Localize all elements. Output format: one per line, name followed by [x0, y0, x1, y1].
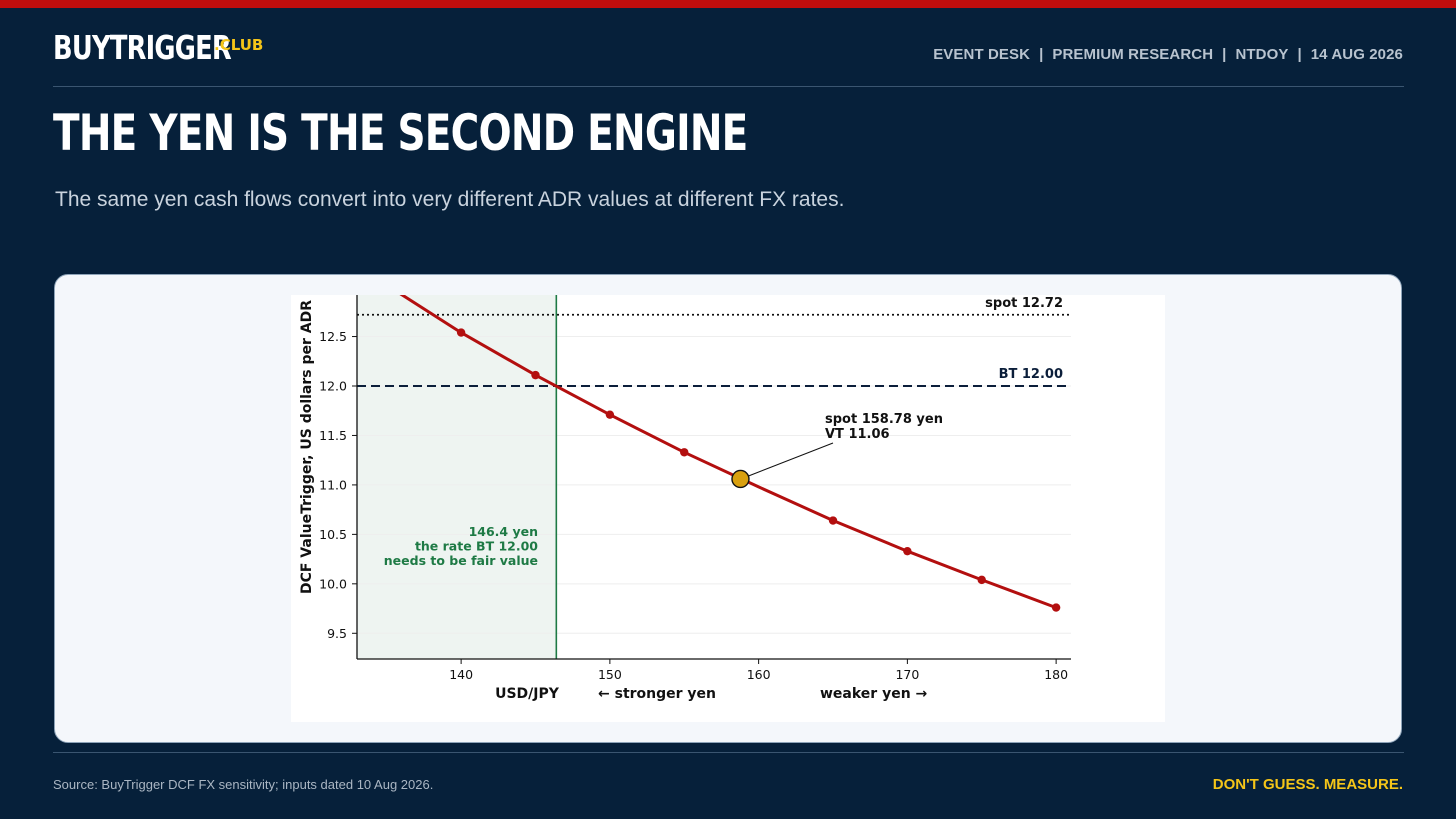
- y-tick-label: 11.5: [319, 428, 347, 443]
- spot-annotation-line: spot 158.78 yen: [825, 412, 943, 427]
- page-title: THE YEN IS THE SECOND ENGINE: [53, 104, 748, 162]
- x-tick-label: 180: [1044, 667, 1068, 682]
- x-tick-label: 160: [747, 667, 771, 682]
- breakeven-annotation-line: the rate BT 12.00: [415, 539, 538, 554]
- x-axis-title: USD/JPY: [495, 686, 560, 702]
- footer-divider: [53, 752, 1404, 753]
- series-line: [399, 295, 1057, 610]
- x-direction-right-label: weaker yen →: [820, 686, 928, 702]
- fx-sensitivity-chart: 9.5 10.0 10.5 11.0 11.5 12.0 12.5 140 150 160 170 1…: [299, 295, 1071, 702]
- data-point: [605, 410, 615, 419]
- data-point: [903, 546, 912, 556]
- y-tick-label: 10.0: [319, 576, 347, 591]
- spot-annotation-leader: [748, 442, 834, 477]
- meta-desk: EVENT DESK: [933, 46, 1031, 63]
- x-tick-label: 150: [598, 667, 622, 682]
- x-tick-label: 170: [895, 667, 919, 682]
- y-tick-label: 11.0: [319, 477, 347, 492]
- meta-separator: |: [1222, 46, 1227, 63]
- meta-separator: |: [1039, 46, 1044, 63]
- tagline: DON'T GUESS. MEASURE.: [1212, 776, 1403, 793]
- breakeven-annotation-line: 146.4 yen: [469, 524, 538, 539]
- header-divider: [53, 86, 1404, 87]
- breakeven-annotation-line: needs to be fair value: [384, 553, 538, 568]
- y-tick-label: 12.0: [319, 379, 347, 394]
- x-direction-left-label: ← stronger yen: [598, 686, 716, 702]
- bt-reference-label: BT 12.00: [999, 367, 1063, 382]
- top-accent-bar: [0, 0, 1456, 8]
- meta-separator: |: [1297, 46, 1302, 63]
- x-tick-label: 140: [449, 667, 473, 682]
- meta-date: 14 AUG 2026: [1310, 46, 1403, 63]
- brand-suffix: .CLUB: [214, 36, 264, 54]
- data-point: [680, 448, 689, 457]
- data-point: [1051, 603, 1061, 612]
- spot-marker: [731, 469, 750, 489]
- page-subtitle: The same yen cash flows convert into ver…: [55, 188, 845, 211]
- y-axis-title: DCF ValueTrigger, US dollars per ADR: [299, 300, 315, 594]
- data-point: [456, 328, 466, 337]
- header-meta: EVENT DESK | PREMIUM RESEARCH | NTDOY | 14 AUG…: [933, 46, 1403, 63]
- spot-annotation-line: VT 11.06: [825, 427, 890, 442]
- data-point: [531, 370, 540, 380]
- spot-reference-label: spot 12.72: [985, 296, 1063, 311]
- breakeven-shade: [357, 295, 557, 659]
- meta-ticker: NTDOY: [1235, 46, 1289, 63]
- brand-name: BUYTRIGGER: [53, 28, 232, 67]
- brand-logo[interactable]: BUYTRIGGER .CLUB: [53, 28, 281, 68]
- meta-tier: PREMIUM RESEARCH: [1052, 46, 1214, 63]
- data-point: [828, 516, 838, 525]
- source-note: Source: BuyTrigger DCF FX sensitivity; i…: [53, 777, 434, 792]
- y-tick-label: 9.5: [327, 626, 347, 641]
- y-tick-label: 12.5: [319, 329, 347, 344]
- data-point: [977, 575, 986, 585]
- y-tick-label: 10.5: [319, 527, 347, 542]
- chart-canvas: 9.5 10.0 10.5 11.0 11.5 12.0 12.5 140 150 160 170 1…: [291, 295, 1165, 722]
